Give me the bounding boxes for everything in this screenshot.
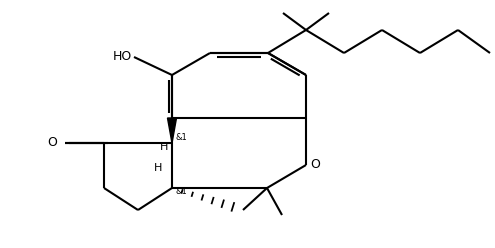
Text: &1: &1 [175,133,187,143]
Text: O: O [310,158,320,172]
Text: O: O [47,136,57,150]
Text: H: H [159,142,168,152]
Text: &1: &1 [175,187,187,196]
Text: H: H [154,163,162,173]
Polygon shape [167,118,177,143]
Text: HO: HO [113,51,132,63]
